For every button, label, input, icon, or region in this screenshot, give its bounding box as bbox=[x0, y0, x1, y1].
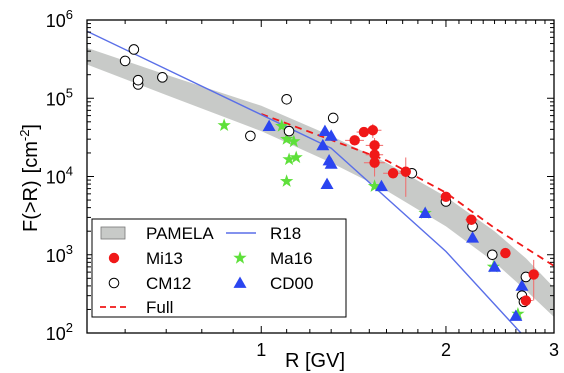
x-ticks: 1 2 3 bbox=[124, 20, 559, 360]
cd00-point-11 bbox=[515, 279, 529, 291]
legend-swatch-pamela bbox=[100, 226, 126, 240]
legend-label-full: Full bbox=[146, 298, 173, 317]
mi13-point-9 bbox=[466, 214, 477, 225]
cm12-point-5 bbox=[245, 130, 256, 142]
mi13-point-2 bbox=[367, 125, 379, 136]
y-tick-base-2: 10 bbox=[46, 324, 66, 344]
cd00-point-0 bbox=[262, 119, 276, 132]
legend-label-ma16: Ma16 bbox=[270, 249, 313, 268]
legend-swatch-cm12 bbox=[108, 277, 120, 289]
cd00-point-1 bbox=[318, 124, 332, 137]
y-tick-label-3: 103 bbox=[46, 242, 73, 266]
cd00-point-7 bbox=[374, 179, 388, 192]
pamela-band bbox=[87, 47, 554, 318]
cd00-point-5 bbox=[324, 157, 338, 169]
y-tick-exp-4: 4 bbox=[66, 164, 73, 179]
cm12-point-4 bbox=[157, 72, 168, 83]
cm12-point-1 bbox=[128, 44, 140, 55]
y-tick-base-6: 10 bbox=[46, 11, 66, 31]
cd00-point-10 bbox=[488, 260, 502, 272]
cm12-point-6 bbox=[281, 93, 292, 105]
x-axis-label: R [GV] bbox=[285, 350, 345, 372]
ma16-point-5 bbox=[289, 150, 303, 164]
x-tick-label-1: 1 bbox=[256, 340, 266, 360]
legend-label-cd00: CD00 bbox=[270, 274, 313, 293]
mi13-point-3 bbox=[369, 140, 380, 151]
y-tick-base-5: 10 bbox=[46, 89, 66, 109]
y-tick-exp-5: 5 bbox=[66, 85, 73, 100]
y-tick-base-4: 10 bbox=[46, 168, 66, 188]
ma16-point-2 bbox=[280, 132, 294, 145]
y-tick-exp-2: 2 bbox=[66, 320, 73, 335]
cm12-point-7 bbox=[283, 125, 295, 137]
mi13-point-11 bbox=[520, 295, 532, 306]
y-tick-exp-3: 3 bbox=[66, 242, 73, 257]
y-tick-label-6: 106 bbox=[46, 7, 73, 31]
mi13-point-4 bbox=[369, 149, 380, 160]
legend-swatch-cd00 bbox=[233, 276, 247, 288]
x-tick-label-3: 3 bbox=[549, 340, 559, 360]
x-tick-label-2: 2 bbox=[441, 340, 451, 360]
legend-label-pamela: PAMELA bbox=[146, 224, 214, 243]
mi13-point-7 bbox=[400, 166, 411, 177]
y-axis-label: F(>R)[cm-2] bbox=[17, 124, 42, 232]
cm12-point-3 bbox=[132, 74, 144, 86]
mi13-point-5 bbox=[369, 157, 380, 168]
r18-line bbox=[87, 30, 522, 333]
cd00-point-2 bbox=[324, 129, 338, 141]
legend-label-cm12: CM12 bbox=[146, 274, 191, 293]
cd00-point-6 bbox=[320, 177, 334, 189]
legend-swatch-mi13 bbox=[108, 252, 120, 264]
y-tick-exp-6: 6 bbox=[66, 7, 73, 22]
mi13-point-6 bbox=[387, 168, 399, 179]
y-tick-label-5: 105 bbox=[46, 85, 73, 109]
legend-label-mi13: Mi13 bbox=[146, 249, 183, 268]
mi13-point-12 bbox=[528, 269, 539, 280]
ma16-point-4 bbox=[287, 134, 301, 148]
data-layer bbox=[87, 30, 554, 333]
cd00-point-8 bbox=[418, 206, 432, 219]
ma16-point-6 bbox=[280, 174, 294, 187]
cm12-point-8 bbox=[327, 112, 339, 124]
y-tick-base-3: 10 bbox=[46, 246, 66, 266]
y-tick-label-2: 102 bbox=[46, 320, 73, 344]
ma16-point-3 bbox=[282, 152, 296, 166]
ma16-point-1 bbox=[275, 119, 289, 132]
cm12-point-0 bbox=[119, 55, 131, 67]
mi13-point-0 bbox=[349, 135, 360, 146]
full-dashed-line bbox=[260, 113, 554, 267]
y-tick-label-4: 104 bbox=[46, 164, 73, 188]
legend-box bbox=[91, 218, 347, 318]
cd00-point-3 bbox=[316, 138, 330, 151]
ma16-point-7 bbox=[367, 179, 382, 192]
legend-swatch-ma16 bbox=[233, 251, 247, 264]
cm12-point-12 bbox=[487, 249, 498, 261]
cd00-point-9 bbox=[466, 231, 480, 243]
cd00-point-12 bbox=[509, 309, 523, 321]
ma16-point-0 bbox=[217, 118, 231, 131]
mi13-point-1 bbox=[358, 126, 370, 138]
mi13-point-8 bbox=[440, 191, 452, 203]
legend-label-r18: R18 bbox=[270, 224, 301, 243]
mi13-point-10 bbox=[500, 247, 511, 259]
legend: PAMELA R18 Mi13 Ma16 CM12 CD00 Full bbox=[91, 218, 347, 318]
